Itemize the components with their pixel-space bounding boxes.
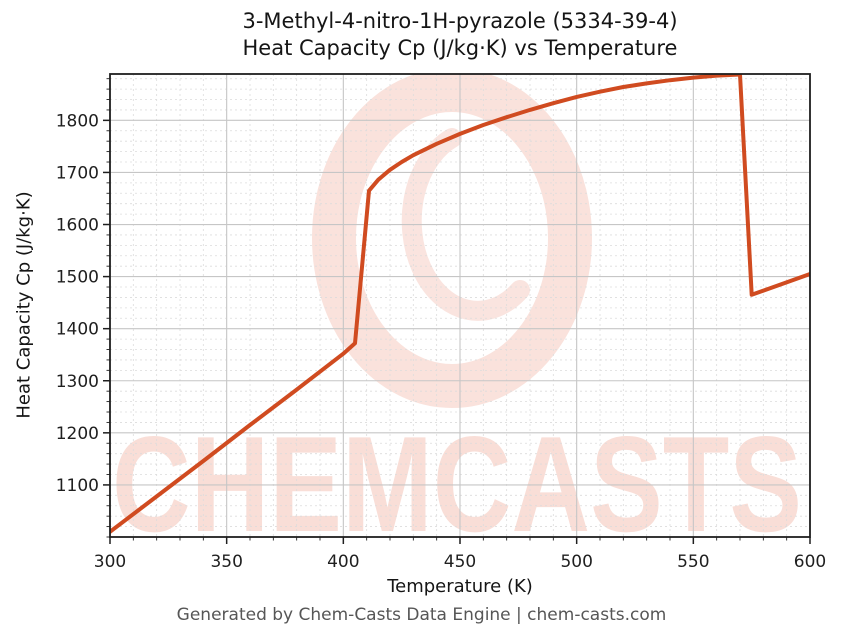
x-tick-label: 350	[210, 552, 242, 572]
y-tick-label: 1800	[56, 111, 99, 131]
x-tick-label: 550	[677, 552, 709, 572]
y-tick-label: 1200	[56, 424, 99, 444]
chart-title: 3-Methyl-4-nitro-1H-pyrazole (5334-39-4)…	[110, 8, 810, 62]
x-tick-label: 400	[327, 552, 359, 572]
chart-title-line-2: Heat Capacity Cp (J/kg·K) vs Temperature	[242, 36, 678, 60]
watermark-brush-ring	[312, 74, 592, 408]
watermark-group: CHEMCASTS	[112, 74, 802, 537]
y-tick-label: 1700	[56, 163, 99, 183]
y-tick-label: 1100	[56, 476, 99, 496]
footer-attribution: Generated by Chem-Casts Data Engine | ch…	[176, 605, 667, 625]
plot-frame	[109, 73, 811, 538]
heat-capacity-line	[110, 74, 810, 534]
y-tick-label: 1600	[56, 216, 99, 236]
series-group	[110, 74, 810, 534]
y-tick-label: 1500	[56, 268, 99, 288]
x-axis-label: Temperature (K)	[387, 576, 533, 597]
y-tick-label: 1400	[56, 320, 99, 340]
x-tick-label: 300	[94, 552, 126, 572]
watermark-brush-swirl	[401, 128, 530, 321]
x-tick-label: 600	[794, 552, 826, 572]
x-tick-label: 500	[560, 552, 592, 572]
chart-title-line-1: 3-Methyl-4-nitro-1H-pyrazole (5334-39-4)	[242, 9, 678, 33]
y-tick-label: 1300	[56, 372, 99, 392]
x-tick-label: 450	[444, 552, 476, 572]
y-axis-label: Heat Capacity Cp (J/kg·K)	[13, 191, 35, 419]
